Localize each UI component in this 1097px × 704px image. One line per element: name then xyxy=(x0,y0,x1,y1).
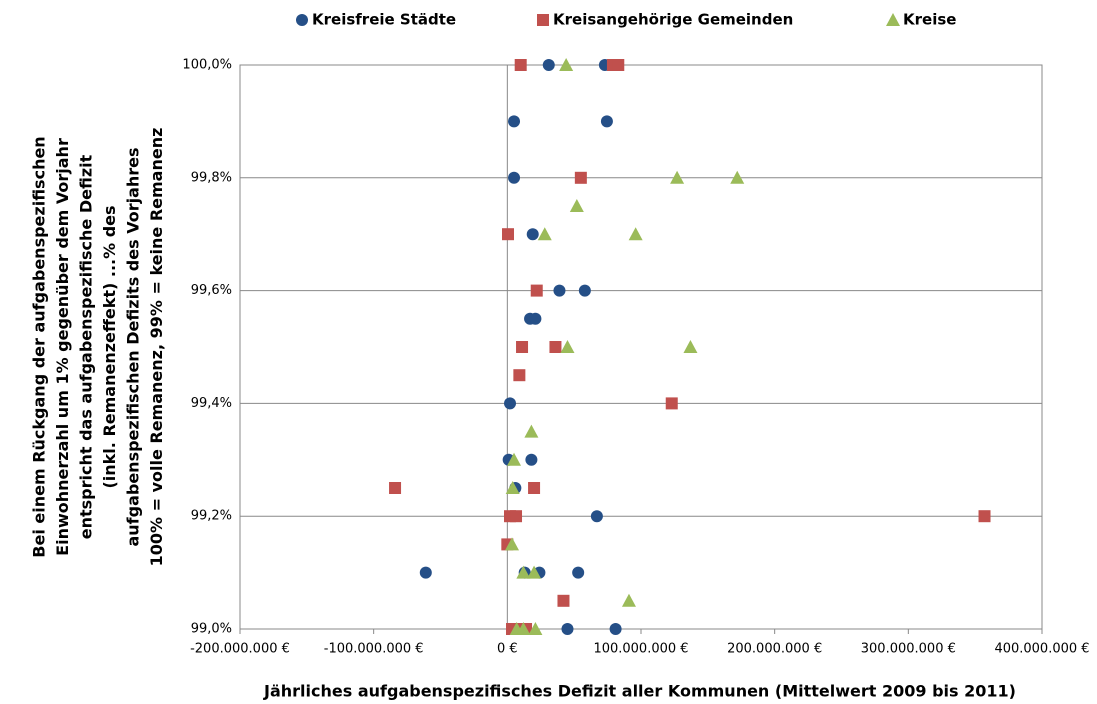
point xyxy=(528,622,543,635)
point xyxy=(600,115,613,128)
point xyxy=(542,59,555,71)
legend-label: Kreisfreie Städte xyxy=(312,11,456,29)
y-tick-label: 99,6% xyxy=(191,283,232,298)
legend-label: Kreisangehörige Gemeinden xyxy=(553,11,793,29)
point xyxy=(526,228,539,241)
point xyxy=(670,170,685,184)
point xyxy=(510,510,523,523)
point xyxy=(569,199,584,212)
y-tick-label: 99,0% xyxy=(191,622,232,637)
legend-label: Kreise xyxy=(903,11,956,29)
point xyxy=(529,312,542,325)
point xyxy=(525,453,538,466)
point xyxy=(507,452,522,466)
point xyxy=(621,593,636,607)
point xyxy=(665,397,678,410)
point xyxy=(389,482,402,494)
y-axis-label-line: 100% = volle Remanenz, 99% = keine Reman… xyxy=(147,128,166,567)
y-axis-label-line: aufgabenspezifischen Defizits des Vorjah… xyxy=(124,147,143,546)
y-tick-label: 100,0% xyxy=(182,58,232,73)
point xyxy=(557,594,570,607)
legend-marker xyxy=(296,14,308,26)
point xyxy=(574,171,587,184)
y-tick-label: 99,8% xyxy=(191,170,232,185)
point xyxy=(508,171,521,184)
point xyxy=(572,566,585,579)
x-axis-label: Jährliches aufgabenspezifisches Defizit … xyxy=(263,682,1016,701)
point xyxy=(528,482,541,494)
x-tick-label: 400.000.000 € xyxy=(994,642,1089,657)
point xyxy=(527,565,542,579)
point xyxy=(504,397,517,410)
point xyxy=(609,623,622,635)
x-tick-label: 0 € xyxy=(497,642,518,657)
y-axis-label-line: (inkl. Remanenzeffekt) ...% des xyxy=(100,205,119,488)
y-axis-label: Bei einem Rückgang der aufgabenspezifisc… xyxy=(30,128,167,567)
x-tick-label: -200.000.000 € xyxy=(190,642,290,657)
point xyxy=(516,565,531,579)
point xyxy=(530,284,543,297)
point xyxy=(524,424,539,438)
point xyxy=(502,228,515,241)
x-tick-label: -100.000.000 € xyxy=(324,642,424,657)
point xyxy=(419,566,432,579)
point xyxy=(505,537,520,551)
point xyxy=(683,340,698,353)
y-tick-label: 99,2% xyxy=(191,509,232,524)
y-axis-label-line: Einwohnerzahl um 1% gegenüber dem Vorjah… xyxy=(53,138,72,556)
legend-marker xyxy=(537,14,549,26)
x-tick-label: 200.000.000 € xyxy=(727,642,822,657)
point xyxy=(978,510,991,523)
point xyxy=(505,481,520,494)
y-axis-label-line: entspricht das aufgabenspezifische Defiz… xyxy=(77,154,96,539)
point xyxy=(549,341,562,353)
x-tick-label: 300.000.000 € xyxy=(861,642,956,657)
point xyxy=(612,59,625,71)
point xyxy=(628,227,643,241)
point xyxy=(560,340,575,353)
point xyxy=(578,284,591,297)
y-tick-label: 99,4% xyxy=(191,396,232,411)
point xyxy=(553,284,566,297)
point xyxy=(537,227,552,241)
point xyxy=(561,623,574,635)
x-tick-label: 100.000.000 € xyxy=(593,642,688,657)
legend-marker xyxy=(886,13,900,26)
point xyxy=(513,369,526,382)
point xyxy=(590,510,603,523)
point xyxy=(516,622,531,635)
y-axis-label-line: Bei einem Rückgang der aufgabenspezifisc… xyxy=(30,136,49,557)
point xyxy=(514,59,527,71)
point xyxy=(516,341,529,353)
point xyxy=(508,115,521,128)
point xyxy=(559,58,574,71)
point xyxy=(730,170,745,184)
plot-area xyxy=(239,64,1043,630)
